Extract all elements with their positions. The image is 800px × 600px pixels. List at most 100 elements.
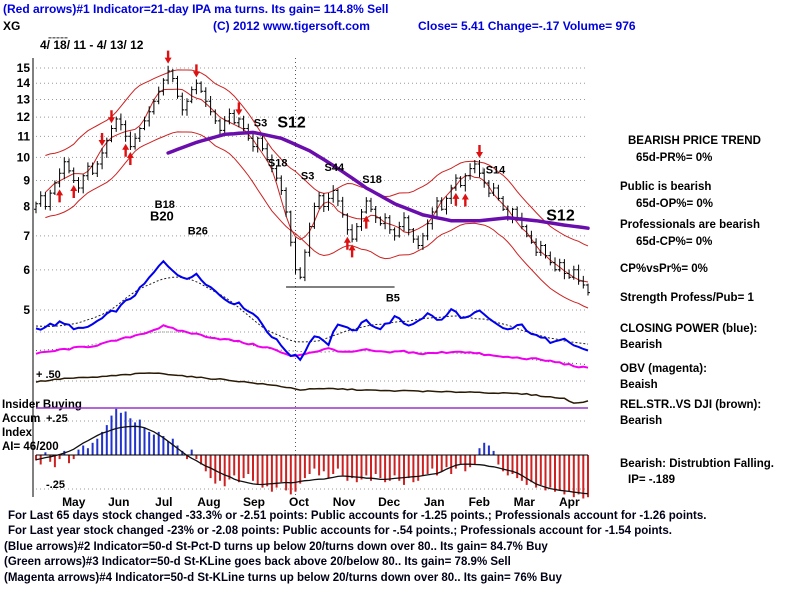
buy-arrow-icon [452,192,460,206]
price-gridlines [36,67,588,490]
analysis-line: CLOSING POWER (blue): [620,323,758,335]
ma-65day-line [166,130,590,230]
buy-arrow-icon [56,189,64,203]
svg-text:13: 13 [17,93,31,107]
svg-text:12: 12 [17,110,31,124]
accum-index-histogram [35,408,589,499]
footer-line: (Blue arrows)#2 Indicator=50-d St-Pct-D … [4,540,548,553]
footer-line: (Green arrows)#3 Indicator=50-d St-KLine… [4,556,511,569]
footer-line: (Magenta arrows)#4 Indicator=50-d St-KLi… [4,571,562,584]
analysis-line: Beaish [620,379,658,391]
signal-label: S18 [362,174,382,186]
buy-arrow-icon [348,244,356,258]
sell-arrow-icon [475,144,483,158]
analysis-line: 65d-PR%= 0% [636,152,713,164]
svg-text:Jan: Jan [424,495,445,509]
svg-text:Apr: Apr [559,495,580,509]
footer-line: For Last year stock changed -23% or -2.0… [8,525,672,538]
copyright-line: (C) 2012 www.tigersoft.com [213,19,370,33]
sell-arrow-icon [235,102,243,116]
price-bands [45,69,589,309]
svg-text:Oct: Oct [289,495,309,509]
buy-arrow-icon [362,215,370,229]
svg-text:Nov: Nov [333,495,356,509]
signal-label: S12 [546,208,575,225]
signal-label: B26 [188,225,208,237]
closing-power-line [35,259,589,362]
analysis-line: Public is bearish [620,181,712,193]
buy-arrow-icon [461,193,469,207]
svg-text:Feb: Feb [469,495,490,509]
index-label: Index [2,427,33,439]
analysis-line: CP%vsPr%= 0% [620,263,708,275]
date-range: 4/ 18/ 11 - 4/ 13/ 12 [40,38,144,52]
obv-average-line [35,331,589,366]
dash-marker: ----- [48,30,68,44]
analysis-line: OBV (magenta): [620,363,707,375]
signal-label: ↓S14 [480,164,506,176]
svg-text:7: 7 [23,229,30,243]
footer-indicator-legends: For Last 65 days stock changed -33.3% or… [4,509,706,586]
buy-arrow-icon [126,152,134,166]
svg-text:May: May [62,495,86,509]
svg-text:Sep: Sep [243,495,265,509]
analysis-line: 65d-OP%= 0% [636,198,714,210]
signal-label: B5 [386,292,400,304]
svg-text:15: 15 [17,61,31,75]
obv-line [35,324,589,369]
svg-text:5: 5 [23,303,30,317]
analysis-line: BEARISH PRICE TREND [628,135,761,147]
accum-plus-tick: +.25 [46,413,68,425]
buy-arrow-icon [70,185,78,199]
relative-strength-line [35,372,589,404]
buy-arrow-icon [122,143,130,157]
signal-label: S3 [301,170,314,182]
ai-average-line [35,425,589,495]
signal-arrows [56,50,483,258]
signal-label: S18 [268,157,288,169]
analysis-line: Bearish [620,415,663,427]
analysis-line: IP= -.189 [628,474,675,486]
footer-line: For Last 65 days stock changed -33.3% or… [8,510,707,522]
buy-arrow-icon [343,236,351,250]
relstr-scale-label: + .50 [36,369,61,381]
svg-text:Jun: Jun [108,495,129,509]
svg-text:11: 11 [17,129,30,143]
candlesticks [34,65,590,296]
accum-minus-tick: -.25 [46,479,65,491]
analysis-line: 65d-CP%= 0% [636,236,713,248]
svg-text:10: 10 [17,150,31,164]
analysis-line: Strength Profess/Pub= 1 [620,292,754,304]
sell-arrow-icon [107,110,115,124]
month-axis-labels: May Jun Jul Aug Sep Oct Nov Dec Jan Feb Mar Apr [62,495,580,509]
analysis-text-panel: BEARISH PRICE TREND 65d-PR%= 0% Public is … [620,134,800,488]
signal-label: S12 [277,114,306,131]
svg-text:Jul: Jul [155,495,172,509]
sell-arrow-icon [164,50,172,64]
signal-label: S44 [325,162,345,174]
svg-text:Aug: Aug [197,495,220,509]
analysis-line: Bearish: Distrubtion Falling. [620,458,774,470]
svg-text:6: 6 [23,263,30,277]
sell-arrow-icon [98,132,106,146]
svg-text:8: 8 [23,199,30,213]
analysis-line: Professionals are bearish [620,219,760,231]
ticker-symbol: XG [3,19,21,33]
quote-line: Close= 5.41 Change=-.17 Volume= 976 [418,19,636,33]
svg-text:Dec: Dec [378,495,400,509]
sell-arrow-icon [192,64,200,78]
ai-value-label: AI= 46/200 [2,441,59,453]
svg-text:9: 9 [23,174,30,188]
svg-text:Mar: Mar [514,495,536,509]
indicator1-legend: (Red arrows)#1 Indicator=21-day IPA ma t… [3,2,389,16]
signal-label: B20 [150,209,174,224]
closing-power-average-line [35,276,589,345]
signal-label: S3 [254,118,267,130]
analysis-line: Bearish [620,339,663,351]
signal-label: B18 [155,199,175,211]
accum-label: Accum [2,413,41,425]
svg-text:14: 14 [17,76,31,90]
